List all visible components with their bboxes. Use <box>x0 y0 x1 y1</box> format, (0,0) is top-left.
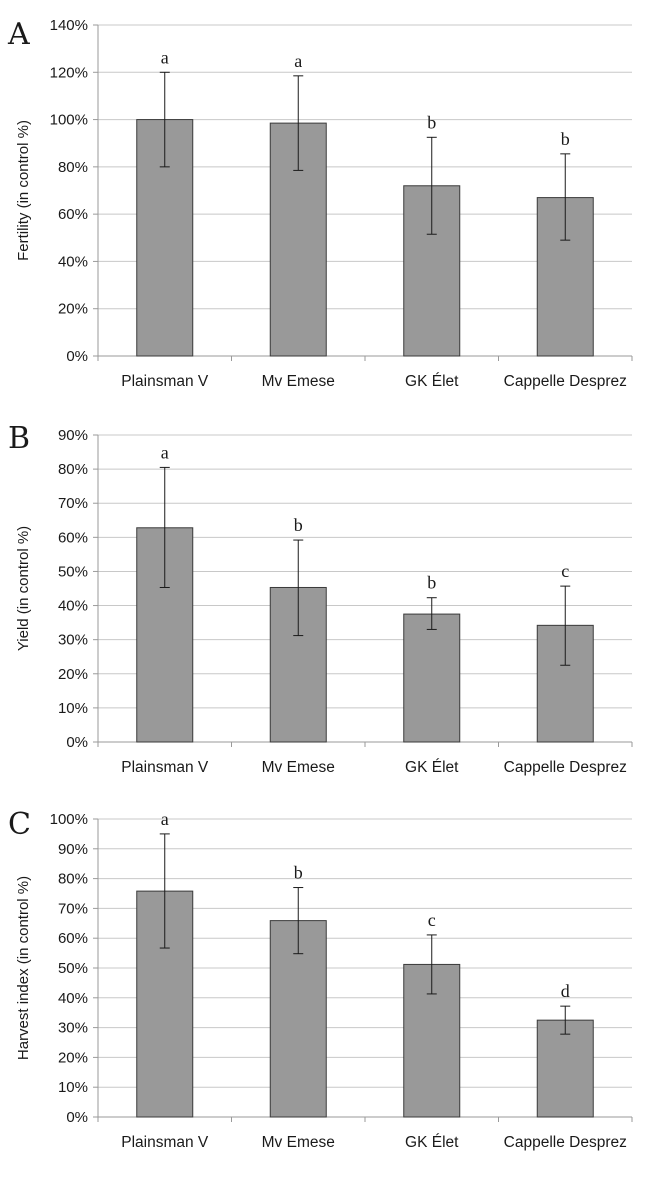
y-tick-label: 70% <box>58 900 88 917</box>
x-tick-label: Mv Emese <box>262 373 335 390</box>
y-tick-label: 60% <box>58 529 88 546</box>
y-tick-label: 100% <box>50 112 88 129</box>
x-tick-label: Cappelle Desprez <box>504 759 627 776</box>
y-axis-label: Harvest index (in control %) <box>15 876 32 1060</box>
y-tick-label: 20% <box>58 1049 88 1066</box>
x-tick-label: Plainsman V <box>121 1134 209 1151</box>
panel-letter: B <box>8 421 30 456</box>
y-tick-label: 30% <box>58 632 88 649</box>
panel-letter: C <box>8 807 31 842</box>
y-tick-label: 20% <box>58 666 88 683</box>
y-tick-label: 10% <box>58 700 88 717</box>
x-tick-label: Cappelle Desprez <box>504 373 627 390</box>
panel-letter: A <box>7 17 30 52</box>
significance-letter: a <box>294 51 302 71</box>
y-tick-label: 60% <box>58 930 88 947</box>
significance-letter: b <box>427 573 436 593</box>
significance-letter: a <box>161 442 169 462</box>
x-tick-label: Cappelle Desprez <box>504 1134 627 1151</box>
y-axis-label: Yield (in control %) <box>15 526 32 651</box>
x-tick-label: Plainsman V <box>121 373 209 390</box>
y-tick-label: 120% <box>50 64 88 81</box>
significance-letter: b <box>561 129 570 149</box>
bar <box>403 613 461 743</box>
significance-letter: c <box>428 910 436 930</box>
y-tick-label: 30% <box>58 1020 88 1037</box>
y-tick-label: 90% <box>58 427 88 444</box>
y-tick-label: 20% <box>58 301 88 318</box>
y-tick-label: 70% <box>58 495 88 512</box>
y-tick-label: 40% <box>58 253 88 270</box>
y-tick-label: 140% <box>50 17 88 34</box>
chart-panel-c: 0% 10% 20% 30% 40% 50% 60% 70% 80% 90% 100% a Plains… <box>8 807 633 1151</box>
chart-panel-b: 0% 10% 20% 30% 40% 50% 60% 70% 80% 90% a Plainsman … <box>8 421 633 776</box>
y-tick-label: 10% <box>58 1079 88 1096</box>
significance-letter: a <box>161 47 169 67</box>
y-tick-label: 0% <box>66 348 88 365</box>
y-tick-label: 80% <box>58 461 88 478</box>
y-tick-label: 80% <box>58 871 88 888</box>
y-tick-label: 0% <box>66 1109 88 1126</box>
y-tick-label: 0% <box>66 734 88 751</box>
significance-letter: b <box>294 515 303 535</box>
x-tick-label: GK Élet <box>405 759 459 776</box>
y-tick-label: 60% <box>58 206 88 223</box>
y-tick-label: 50% <box>58 960 88 977</box>
x-tick-label: Plainsman V <box>121 759 209 776</box>
x-tick-label: Mv Emese <box>262 759 335 776</box>
y-tick-label: 40% <box>58 598 88 615</box>
bar <box>536 1019 594 1118</box>
x-tick-label: Mv Emese <box>262 1134 335 1151</box>
y-tick-label: 40% <box>58 990 88 1007</box>
significance-letter: c <box>561 561 569 581</box>
x-tick-label: GK Élet <box>405 373 459 390</box>
chart-panel-a: 0% 20% 40% 60% 80% 100% 120% 140% a Plainsman V a M… <box>7 17 633 390</box>
y-axis-label: Fertility (in control %) <box>15 120 32 261</box>
y-tick-label: 100% <box>50 811 88 828</box>
significance-letter: a <box>161 809 169 829</box>
x-tick-label: GK Élet <box>405 1134 459 1151</box>
significance-letter: d <box>561 981 570 1001</box>
y-tick-label: 90% <box>58 841 88 858</box>
significance-letter: b <box>294 863 303 883</box>
significance-letter: b <box>427 112 436 132</box>
y-tick-label: 50% <box>58 563 88 580</box>
y-tick-label: 80% <box>58 159 88 176</box>
